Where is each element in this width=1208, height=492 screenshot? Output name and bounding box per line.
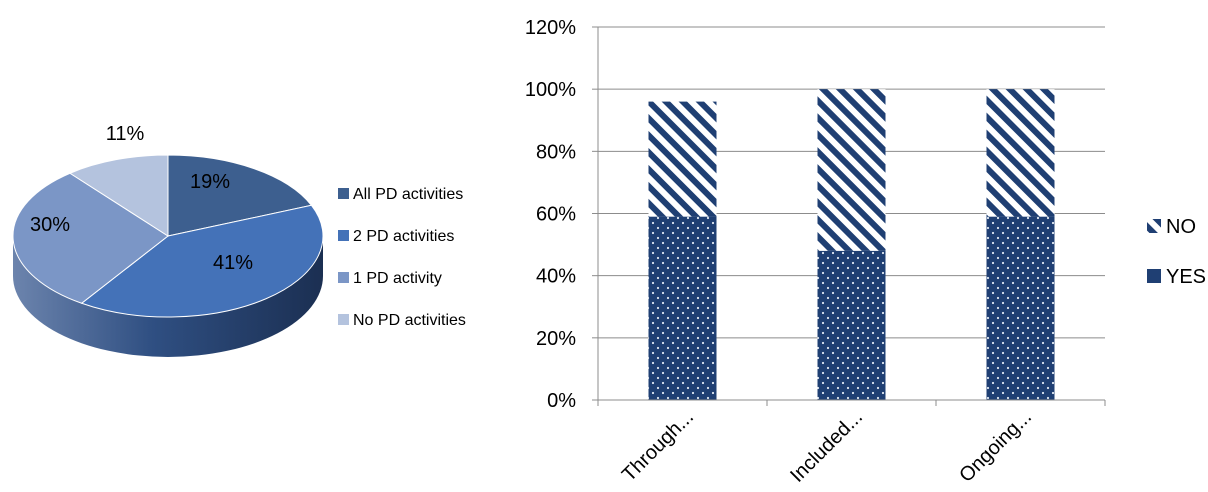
- bar-segment-yes: [648, 216, 717, 400]
- pie-legend-label: 1 PD activity: [353, 270, 442, 287]
- pie-slice: [80, 204, 324, 318]
- pie-legend-item: No PD activities: [338, 312, 466, 329]
- pie-value-label: 19%: [190, 171, 230, 193]
- y-tick-label: 0%: [547, 390, 576, 412]
- pie-legend-swatch: [338, 230, 349, 241]
- bar-segment-no: [648, 101, 717, 217]
- bar-legend: NO YES: [1147, 216, 1206, 288]
- y-tick-label: 80%: [536, 141, 576, 163]
- y-tick-label: 120%: [525, 17, 576, 39]
- bar-legend-swatch: [1147, 219, 1161, 233]
- bar-x-tick-labels: Through... Included... Ongoing...: [618, 406, 1036, 487]
- y-tick-label: 60%: [536, 204, 576, 226]
- x-tick-label: Included...: [786, 406, 867, 487]
- x-tick-label: Ongoing...: [955, 406, 1036, 487]
- bar-legend-item: YES: [1147, 266, 1206, 288]
- pie-3d-side: [13, 236, 323, 357]
- y-tick-label: 100%: [525, 79, 576, 101]
- pie-legend-swatch: [338, 272, 349, 283]
- pie-value-label: 30%: [30, 214, 70, 236]
- pie-legend-swatch: [338, 314, 349, 325]
- pie-legend-label: All PD activities: [353, 186, 463, 203]
- bar-segment-no: [986, 89, 1055, 217]
- pie-value-label: 11%: [106, 123, 145, 145]
- pie-legend-item: 1 PD activity: [338, 270, 442, 287]
- bar-legend-label: NO: [1166, 216, 1196, 238]
- bar-legend-label: YES: [1166, 266, 1206, 288]
- pie-value-label: 41%: [213, 252, 253, 274]
- pie-legend-label: 2 PD activities: [353, 228, 454, 245]
- bar-segment-yes: [817, 250, 886, 400]
- bar-axes: [597, 27, 1106, 406]
- pie-slices: [12, 154, 324, 318]
- pie-slice: [12, 172, 169, 304]
- bar-segments: [648, 89, 1055, 400]
- pie-chart: 19% 41% 30% 11%: [12, 123, 324, 357]
- bar-legend-item: NO: [1147, 216, 1196, 238]
- stacked-bar-chart: 0% 20% 40% 60% 80% 100% 120% Through... Include…: [525, 17, 1106, 487]
- bar-y-tick-labels: 0% 20% 40% 60% 80% 100% 120%: [525, 17, 576, 412]
- pie-slice: [68, 154, 169, 237]
- pie-legend-label: No PD activities: [353, 312, 466, 329]
- bar-segment-yes: [986, 216, 1055, 400]
- y-tick-label: 40%: [536, 266, 576, 288]
- pie-legend-item: All PD activities: [338, 186, 463, 203]
- pie-legend-item: 2 PD activities: [338, 228, 454, 245]
- y-tick-label: 20%: [536, 328, 576, 350]
- pie-legend: All PD activities 2 PD activities 1 PD act…: [338, 186, 466, 329]
- pie-legend-swatch: [338, 188, 349, 199]
- bar-legend-swatch: [1147, 269, 1161, 283]
- x-tick-label: Through...: [618, 406, 698, 486]
- bar-segment-no: [817, 89, 886, 251]
- pie-value-labels: 19% 41% 30% 11%: [30, 123, 253, 274]
- pie-slice: [167, 154, 313, 237]
